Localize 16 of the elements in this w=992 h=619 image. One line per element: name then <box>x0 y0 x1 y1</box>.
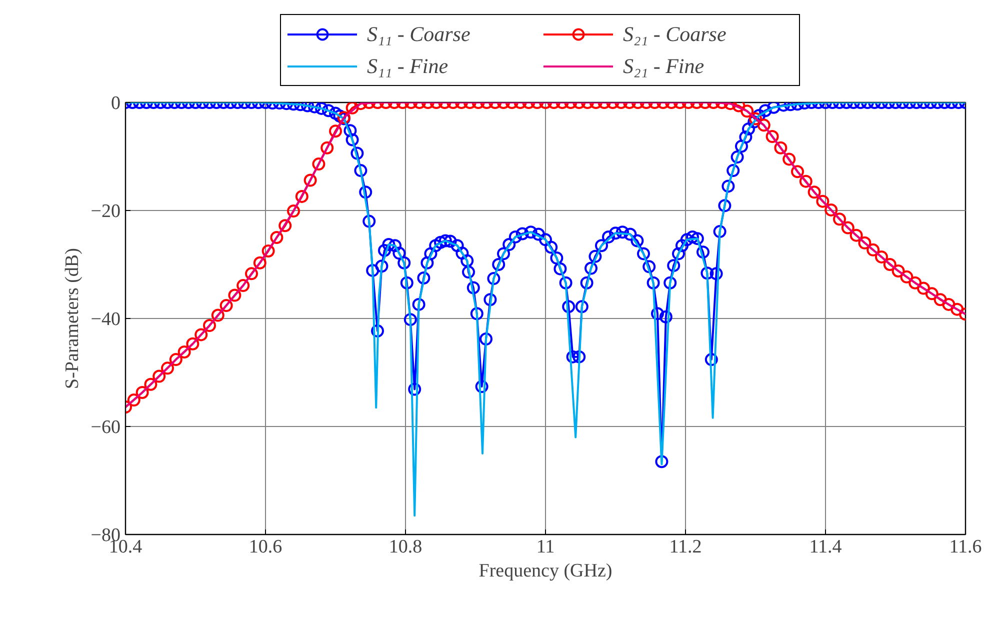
x-tick-label: 11.6 <box>949 536 982 558</box>
y-tick-label: 0 <box>111 93 120 114</box>
x-axis-title: Frequency (GHz) <box>478 560 612 582</box>
x-tick-label: 11.4 <box>809 536 842 558</box>
y-tick-label: −40 <box>90 309 121 330</box>
y-tick-label: −60 <box>90 417 121 438</box>
x-tick-label: 11.2 <box>669 536 702 558</box>
legend-label: S₁₁ - Coarse <box>367 21 472 47</box>
x-tick-label: 11 <box>536 536 555 558</box>
legend-label: S₂₁ - Fine <box>623 53 706 79</box>
legend-label: S₁₁ - Fine <box>367 53 450 79</box>
legend-label: S₂₁ - Coarse <box>623 21 728 47</box>
y-axis-title: S-Parameters (dB) <box>62 248 83 389</box>
x-tick-label: 10.6 <box>248 536 282 558</box>
y-tick-label: −20 <box>90 201 121 222</box>
x-tick-label: 10.8 <box>388 536 422 558</box>
